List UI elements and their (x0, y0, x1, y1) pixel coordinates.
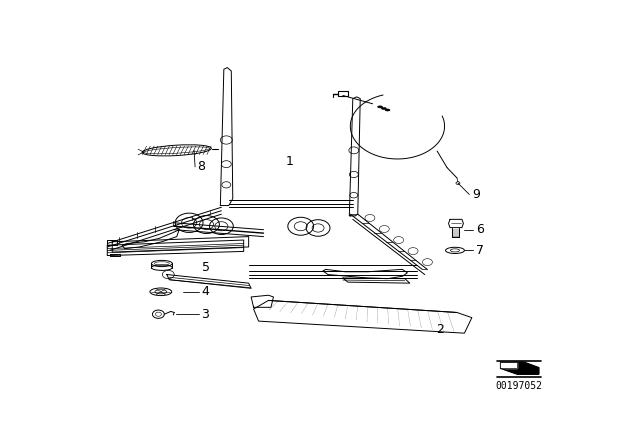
Text: 7: 7 (476, 244, 484, 257)
Text: 4: 4 (202, 285, 209, 298)
Text: 00197052: 00197052 (495, 382, 543, 392)
Text: 9: 9 (472, 188, 480, 201)
Text: 1: 1 (286, 155, 294, 168)
Ellipse shape (385, 109, 390, 111)
Ellipse shape (381, 108, 387, 109)
Polygon shape (500, 362, 518, 368)
Text: 6: 6 (476, 223, 484, 236)
Ellipse shape (378, 106, 383, 108)
Bar (338, 91, 348, 95)
Text: 2: 2 (436, 323, 444, 336)
Text: 5: 5 (202, 261, 209, 274)
Polygon shape (500, 362, 539, 374)
Text: 8: 8 (198, 160, 205, 173)
Text: 3: 3 (202, 308, 209, 321)
